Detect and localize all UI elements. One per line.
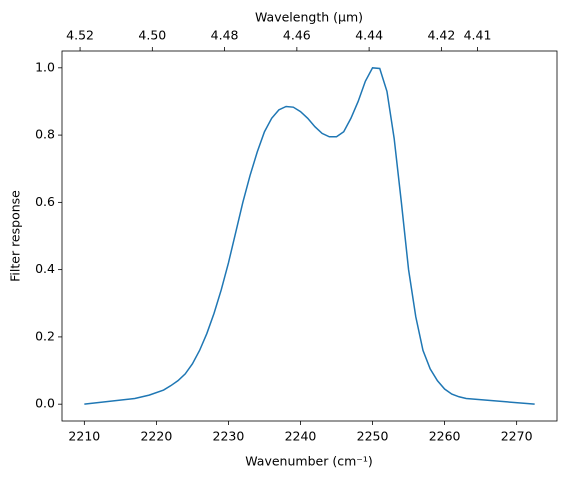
y-tick-label: 0.4 xyxy=(35,261,55,276)
x-tick-label: 2270 xyxy=(501,429,533,444)
x2-tick-label: 4.50 xyxy=(138,28,166,43)
y-tick-label: 0.6 xyxy=(35,194,55,209)
x-tick-label: 2260 xyxy=(429,429,461,444)
x2-tick-label: 4.41 xyxy=(464,28,492,43)
x2-tick-label: 4.42 xyxy=(427,28,455,43)
y-axis-label: Filter response xyxy=(8,190,23,282)
x-tick-label: 2230 xyxy=(213,429,245,444)
line-series xyxy=(84,67,535,405)
x2-tick-label: 4.52 xyxy=(66,28,94,43)
y-tick-label: 0.0 xyxy=(35,396,55,411)
x-tick-label: 2250 xyxy=(357,429,389,444)
y-tick-label: 0.8 xyxy=(35,127,55,142)
y-tick-label: 0.2 xyxy=(35,328,55,343)
x-axis-label: Wavenumber (cm⁻¹) xyxy=(245,454,372,469)
x2-tick-label: 4.48 xyxy=(211,28,239,43)
x2-axis-label: Wavelength (μm) xyxy=(255,10,363,25)
x2-tick-label: 4.44 xyxy=(355,28,383,43)
x2-tick-label: 4.46 xyxy=(283,28,311,43)
x-tick-label: 2240 xyxy=(285,429,317,444)
plot-frame xyxy=(61,50,558,422)
x-tick-label: 2220 xyxy=(140,429,172,444)
x-tick-label: 2210 xyxy=(68,429,100,444)
y-tick-label: 1.0 xyxy=(35,59,55,74)
